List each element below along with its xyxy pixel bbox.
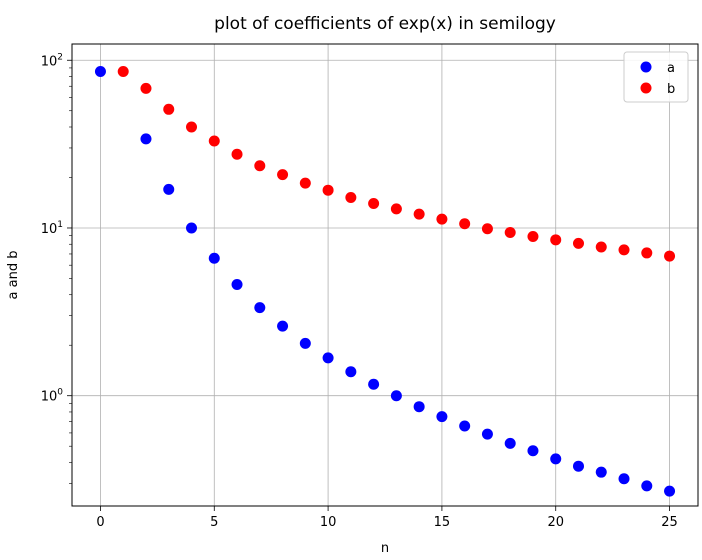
data-point-b [277,169,289,181]
data-point-a [413,401,425,413]
data-point-b [641,247,653,259]
data-point-a [641,480,653,492]
data-point-b [550,234,562,246]
y-axis-label: a and b [6,251,21,300]
axis-ticks: 0 5 10 15 20 25 100 101 102 [41,52,678,530]
data-point-b [436,213,448,225]
data-point-b [208,135,220,147]
legend-marker-b [640,82,652,94]
data-points [94,65,676,497]
data-point-a [345,366,357,378]
data-point-b [413,208,425,220]
grid [72,44,698,506]
data-point-a [459,420,471,432]
y-tick-label: 101 [41,220,63,237]
x-tick-label: 10 [320,515,337,530]
data-point-b [117,65,129,77]
legend-marker-a [640,61,652,73]
data-point-a [94,65,106,77]
data-point-a [322,352,334,364]
data-point-a [254,302,266,314]
data-point-b [299,177,311,189]
x-tick-label: 20 [547,515,564,530]
plot-frame [71,43,699,507]
data-point-a [618,473,630,485]
y-tick-label: 100 [41,388,64,405]
data-point-b [572,237,584,249]
x-tick-label: 0 [96,515,104,530]
chart-title: plot of coefficients of exp(x) in semilo… [214,14,556,34]
data-point-b [481,223,493,235]
data-point-a [390,390,402,402]
x-tick-label: 15 [434,515,451,530]
legend-label-b: b [667,82,675,97]
data-point-b [140,82,152,94]
data-point-a [140,133,152,145]
data-point-b [254,160,266,172]
data-point-a [527,445,539,457]
data-point-a [163,183,175,195]
data-point-a [504,437,516,449]
data-point-b [459,218,471,230]
legend: ab [623,51,689,103]
data-point-b [527,230,539,242]
data-point-a [481,428,493,440]
data-point-b [186,121,198,133]
data-point-b [504,226,516,238]
data-point-b [618,244,630,256]
data-point-a [231,279,243,291]
x-tick-label: 5 [210,515,218,530]
data-point-a [186,222,198,234]
data-point-a [368,378,380,390]
data-point-b [664,250,676,262]
legend-label-a: a [667,61,675,76]
y-tick-label: 102 [41,52,63,69]
data-point-b [163,103,175,115]
data-point-a [664,485,676,497]
data-point-b [595,241,607,253]
data-point-a [572,460,584,472]
x-axis-label: n [381,541,389,556]
data-point-a [299,337,311,349]
legend-box [623,51,689,103]
data-point-b [231,148,243,160]
data-point-a [277,320,289,332]
data-point-b [322,184,334,196]
data-point-a [208,252,220,264]
data-point-a [595,466,607,478]
data-point-b [368,197,380,209]
data-point-b [390,203,402,215]
data-point-b [345,191,357,203]
data-point-a [436,411,448,423]
x-tick-label: 25 [661,515,678,530]
data-point-a [550,453,562,465]
